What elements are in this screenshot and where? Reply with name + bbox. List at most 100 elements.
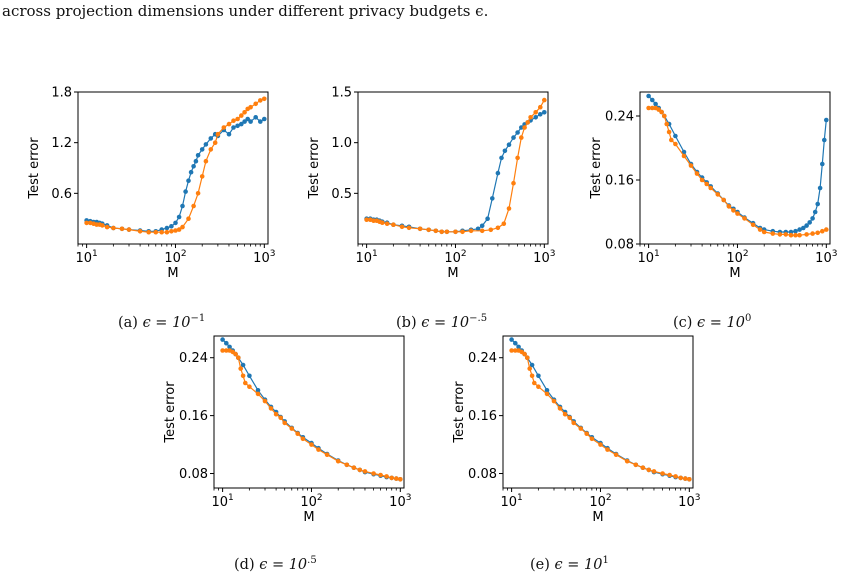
data-point <box>812 209 818 215</box>
data-point <box>815 230 820 236</box>
data-point <box>384 474 389 479</box>
data-point <box>653 101 658 107</box>
data-point <box>519 125 524 130</box>
chart-panel-b: 0.5 1.0 1.5 101 102 103 M Test error <box>300 86 565 288</box>
data-point <box>258 98 263 103</box>
x-tick-label: 102 <box>164 249 186 266</box>
data-point <box>199 147 205 152</box>
series-1 <box>646 93 829 235</box>
data-point <box>191 203 196 209</box>
data-point <box>793 232 798 238</box>
data-point <box>253 115 258 120</box>
data-point <box>683 476 688 481</box>
data-point <box>664 121 669 127</box>
data-point <box>533 115 538 120</box>
y-tick-label: 0.08 <box>179 467 208 482</box>
data-point <box>490 196 495 201</box>
data-point <box>203 142 209 147</box>
data-point <box>542 97 547 103</box>
data-point <box>673 133 678 139</box>
data-point <box>220 348 225 353</box>
data-point <box>137 229 143 234</box>
y-tick-label: 0.24 <box>468 351 497 366</box>
data-point <box>399 224 405 230</box>
x-tick-label: 103 <box>533 249 555 266</box>
data-point <box>226 121 232 127</box>
x-axis-label: M <box>729 266 740 281</box>
data-point <box>169 229 174 234</box>
y-tick-label: 0.5 <box>331 187 352 202</box>
plot-frame <box>213 335 405 489</box>
data-point <box>203 158 209 164</box>
data-point <box>394 476 399 481</box>
data-point <box>519 135 524 140</box>
subcaption-c-exp: 0 <box>745 313 752 324</box>
data-point <box>300 436 306 442</box>
data-point <box>417 226 423 232</box>
data-point <box>460 229 465 235</box>
data-point <box>542 110 547 115</box>
y-tick-label: 0.24 <box>179 351 208 366</box>
data-point <box>173 220 178 226</box>
data-point <box>509 348 514 353</box>
data-point <box>426 227 431 233</box>
x-tick-label: 101 <box>211 493 233 510</box>
data-point <box>815 201 820 207</box>
data-point <box>804 232 809 237</box>
data-point <box>398 477 403 482</box>
data-point <box>439 229 444 235</box>
subcaption-b: (b) ϵ = 10−.5 <box>396 313 487 331</box>
data-point <box>164 225 170 231</box>
data-point <box>783 232 789 237</box>
data-point <box>598 442 603 447</box>
data-point <box>810 216 815 221</box>
chart-a-svg: 0.6 1.2 1.8 101 102 103 M Test error <box>27 86 275 282</box>
data-point <box>820 228 825 234</box>
data-point <box>515 155 520 161</box>
data-point <box>344 462 350 468</box>
subcaption-e-eq: ϵ = 10 <box>554 556 603 573</box>
data-point <box>324 452 330 457</box>
series-2 <box>364 97 547 235</box>
x-tick-label: 102 <box>300 493 322 510</box>
x-axis-label: M <box>447 266 458 281</box>
x-tick-label: 101 <box>355 249 377 266</box>
data-point <box>227 344 232 350</box>
data-point <box>378 472 383 478</box>
data-point <box>715 192 721 197</box>
data-point <box>761 229 767 235</box>
y-tick-label: 1.2 <box>51 136 72 151</box>
data-point <box>669 137 674 143</box>
data-point <box>239 121 244 127</box>
data-point <box>824 227 829 232</box>
data-point <box>176 214 182 220</box>
data-point <box>364 217 369 222</box>
y-tick-label: 0.24 <box>605 110 634 125</box>
data-point <box>248 119 253 124</box>
y-axis-label: Test error <box>452 381 467 444</box>
data-point <box>777 232 783 237</box>
y-axis-label: Test error <box>307 137 322 200</box>
data-point <box>527 366 532 371</box>
data-point <box>613 452 619 457</box>
plot-frame <box>639 91 831 245</box>
data-point <box>651 469 657 474</box>
data-point <box>357 467 363 473</box>
data-point <box>788 232 794 238</box>
data-point <box>624 458 630 464</box>
data-point <box>804 223 809 228</box>
data-point <box>295 431 300 436</box>
data-point <box>224 340 229 346</box>
data-point <box>391 222 396 227</box>
x-axis-label: M <box>167 266 178 281</box>
data-point <box>243 380 248 386</box>
data-point <box>797 227 802 232</box>
subcaption-b-eq: ϵ = 10 <box>421 314 470 331</box>
data-point <box>282 420 287 426</box>
chart-b-svg: 0.5 1.0 1.5 101 102 103 M Test error <box>307 86 555 282</box>
series-line <box>511 349 690 480</box>
data-point <box>268 406 274 411</box>
x-axis-label: M <box>592 510 603 525</box>
data-point <box>513 348 518 353</box>
data-point <box>662 113 667 119</box>
